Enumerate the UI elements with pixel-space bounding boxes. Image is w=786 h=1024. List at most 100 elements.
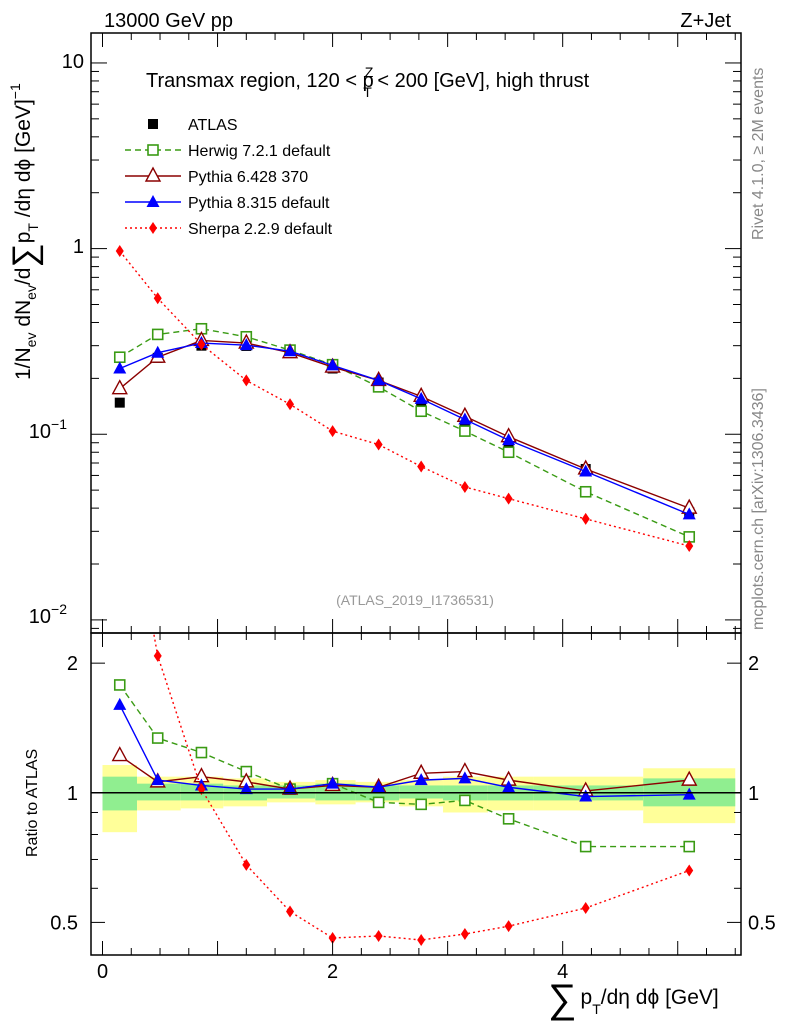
ratio-ytick-label-right: 1 [748,783,759,805]
point-sherpa-2-2-9-default-10 [581,512,590,525]
ratio-point-pythia-8-315-default-7 [414,773,428,786]
point-sherpa-2-2-9-default-7 [417,460,426,473]
point-sherpa-2-2-9-default-4 [286,398,295,411]
legend-label-sherpa-2-2-9-default: Sherpa 2.2.9 default [188,221,333,238]
ratio-line-pythia-6-428-370 [119,755,690,792]
energy-label: 13000 GeV pp [104,10,233,32]
ratio-point-pythia-8-315-default-1 [151,773,165,786]
xtick-label: 2 [327,961,338,983]
ratio-point-pythia-8-315-default-4 [283,782,297,795]
ratio-point-herwig-7-2-1-default-9 [502,813,515,825]
legend-label-atlas: ATLAS [188,117,238,134]
ratio-point-sherpa-2-2-9-default-11 [685,864,694,877]
ytick-label-0p01: 10−2 [29,601,67,628]
ratio-point-sherpa-2-2-9-default-0 [116,437,124,449]
ratio-panel-frame [90,632,742,956]
ratio-point-sherpa-2-2-9-default-6 [374,929,383,942]
legend-label-pythia-6-428-370: Pythia 6.428 370 [188,169,308,186]
line-pythia-6-428-370 [119,339,690,509]
xtick-label: 0 [97,961,108,983]
ratio-point-herwig-7-2-1-default-8 [459,794,471,807]
top-y-axis-label: 1/Nev dNev/d∑pT /dη dϕ [GeV]−1 [6,83,44,380]
ratio-line-pythia-8-315-default [119,704,690,798]
band-inner-7 [399,785,444,799]
ratio-point-sherpa-2-2-9-default-8 [460,927,469,940]
legend-marker-sherpa-2-2-9-default [149,222,157,234]
ratio-point-herwig-7-2-1-default-11 [683,840,696,853]
ratio-point-sherpa-2-2-9-default-1 [153,649,162,662]
ratio-ytick-label-left: 0.5 [50,912,78,934]
top-y-tick-labels: 10 1 10−1 10−2 [29,51,84,628]
line-herwig-7-2-1-default [119,328,690,538]
ratio-point-pythia-8-315-default-9 [502,780,516,793]
ytick-label-1: 1 [73,236,84,258]
point-pythia-8-315-default-0 [113,361,127,374]
xtick-label: 4 [557,961,568,983]
point-herwig-7-2-1-default-0 [113,351,126,364]
point-herwig-7-2-1-default-10 [579,485,592,498]
x-tick-labels: 0 2 4 [97,961,568,983]
point-herwig-7-2-1-default-7 [415,405,427,418]
ratio-point-herwig-7-2-1-default-2 [195,746,208,759]
point-pythia-8-315-default-10 [579,464,593,477]
ratio-point-pythia-6-428-370-11 [681,770,698,786]
ratio-point-pythia-8-315-default-11 [682,787,696,800]
point-pythia-8-315-default-11 [682,507,696,520]
legend-label-pythia-8-315-default: Pythia 8.315 default [188,195,330,212]
point-pythia-8-315-default-8 [458,412,472,425]
ratio-ytick-label-left: 2 [67,653,78,675]
point-sherpa-2-2-9-default-3 [242,374,251,387]
ratio-point-pythia-6-428-370-0 [111,746,128,762]
point-pythia-8-315-default-7 [414,391,428,404]
axis-ticks [91,33,741,955]
reference-label: (ATLAS_2019_I1736531) [336,592,494,608]
point-sherpa-2-2-9-default-11 [685,540,694,553]
point-pythia-8-315-default-3 [239,338,253,351]
ratio-point-pythia-8-315-default-5 [326,776,340,789]
ratio-point-pythia-8-315-default-3 [239,782,253,795]
ratio-point-herwig-7-2-1-default-7 [415,798,427,811]
point-sherpa-2-2-9-default-6 [374,438,383,451]
ratio-point-sherpa-2-2-9-default-3 [242,858,251,871]
ratio-y-tick-labels: 0.5 0.5 1 1 2 2 [50,653,776,934]
legend-marker-atlas [148,119,158,129]
ratio-ytick-label-right: 2 [748,653,759,675]
ratio-point-sherpa-2-2-9-default-10 [581,902,590,915]
ratio-point-herwig-7-2-1-default-10 [579,840,592,853]
point-sherpa-2-2-9-default-8 [460,480,469,493]
ratio-point-herwig-7-2-1-default-6 [372,796,385,809]
point-pythia-8-315-default-4 [283,344,297,357]
line-pythia-8-315-default [119,342,690,516]
ratio-point-sherpa-2-2-9-default-5 [328,931,337,944]
ytick-label-0p1: 10−1 [29,416,67,443]
chart-title: Transmax region, 120 < pZ T < 200 [GeV], … [146,64,590,100]
legend-marker-herwig-7-2-1-default [147,144,159,156]
point-pythia-8-315-default-6 [372,373,386,386]
point-pythia-6-428-370-0 [111,379,128,395]
mcplots-label: mcplots.cern.ch [arXiv:1306.3436] [750,388,767,630]
ratio-point-pythia-8-315-default-6 [372,780,386,793]
point-herwig-7-2-1-default-9 [502,446,515,459]
ratio-line-herwig-7-2-1-default [119,684,690,848]
ratio-point-pythia-8-315-default-10 [579,789,593,802]
point-sherpa-2-2-9-default-5 [328,425,337,438]
point-herwig-7-2-1-default-8 [459,425,471,437]
ratio-line-sherpa-2-2-9-default [152,633,690,941]
point-sherpa-2-2-9-default-9 [504,492,513,505]
process-label: Z+Jet [680,10,731,32]
ratio-point-pythia-8-315-default-0 [113,697,127,710]
point-pythia-8-315-default-5 [326,358,340,371]
ratio-point-sherpa-2-2-9-default-7 [417,934,426,947]
ratio-y-axis-label: Ratio to ATLAS [24,749,41,857]
ratio-point-herwig-7-2-1-default-0 [113,679,126,691]
ratio-ytick-label-right: 0.5 [748,912,776,934]
ytick-label-10: 10 [62,51,84,73]
point-sherpa-2-2-9-default-1 [153,292,162,305]
ratio-point-herwig-7-2-1-default-1 [151,732,164,744]
line-sherpa-2-2-9-default [119,250,690,547]
ratio-point-sherpa-2-2-9-default-4 [286,905,295,918]
x-axis-label: ∑ pT/dη dϕ [GeV] [548,977,719,1021]
point-atlas-0 [114,397,125,408]
point-pythia-8-315-default-9 [502,433,516,446]
